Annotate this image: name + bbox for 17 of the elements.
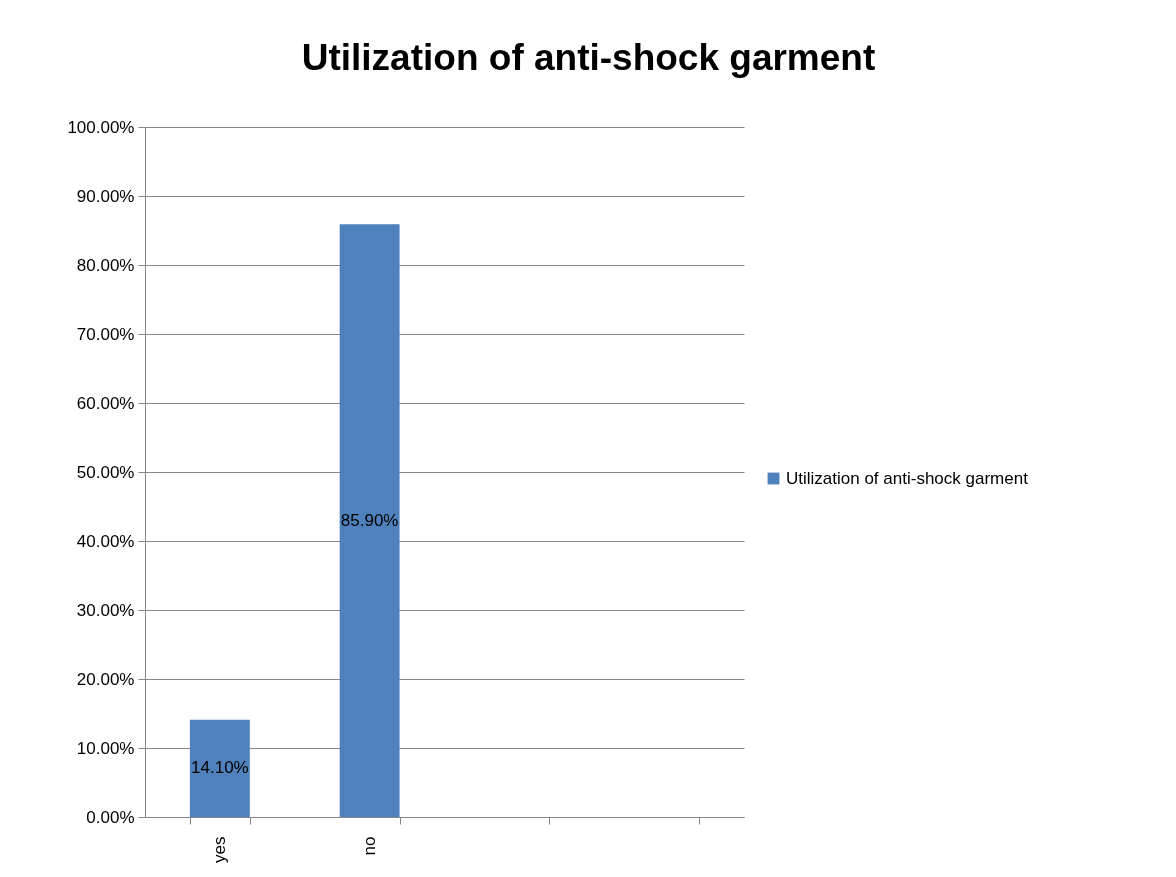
- y-tick-label: 50.00%: [76, 462, 135, 482]
- legend-label: Utilization of anti-shock garment: [786, 468, 1029, 488]
- y-tick-label: 60.00%: [76, 393, 135, 413]
- x-tick-label: yes: [210, 836, 230, 863]
- y-tick-label: 30.00%: [76, 600, 135, 620]
- y-tick-label: 90.00%: [76, 186, 135, 206]
- y-tick-label: 10.00%: [76, 738, 135, 758]
- y-tick-label: 20.00%: [76, 669, 135, 689]
- data-label: 14.10%: [191, 758, 249, 778]
- y-tick-label: 0.00%: [86, 807, 135, 827]
- y-tick-label: 100.00%: [67, 117, 135, 137]
- data-label: 85.90%: [340, 510, 399, 530]
- y-tick-label: 70.00%: [76, 324, 135, 344]
- x-tick-label: no: [360, 836, 380, 856]
- y-tick-label: 40.00%: [76, 531, 135, 551]
- chart-title: Utilization of anti-shock garment: [301, 37, 876, 78]
- y-tick-label: 80.00%: [76, 255, 135, 275]
